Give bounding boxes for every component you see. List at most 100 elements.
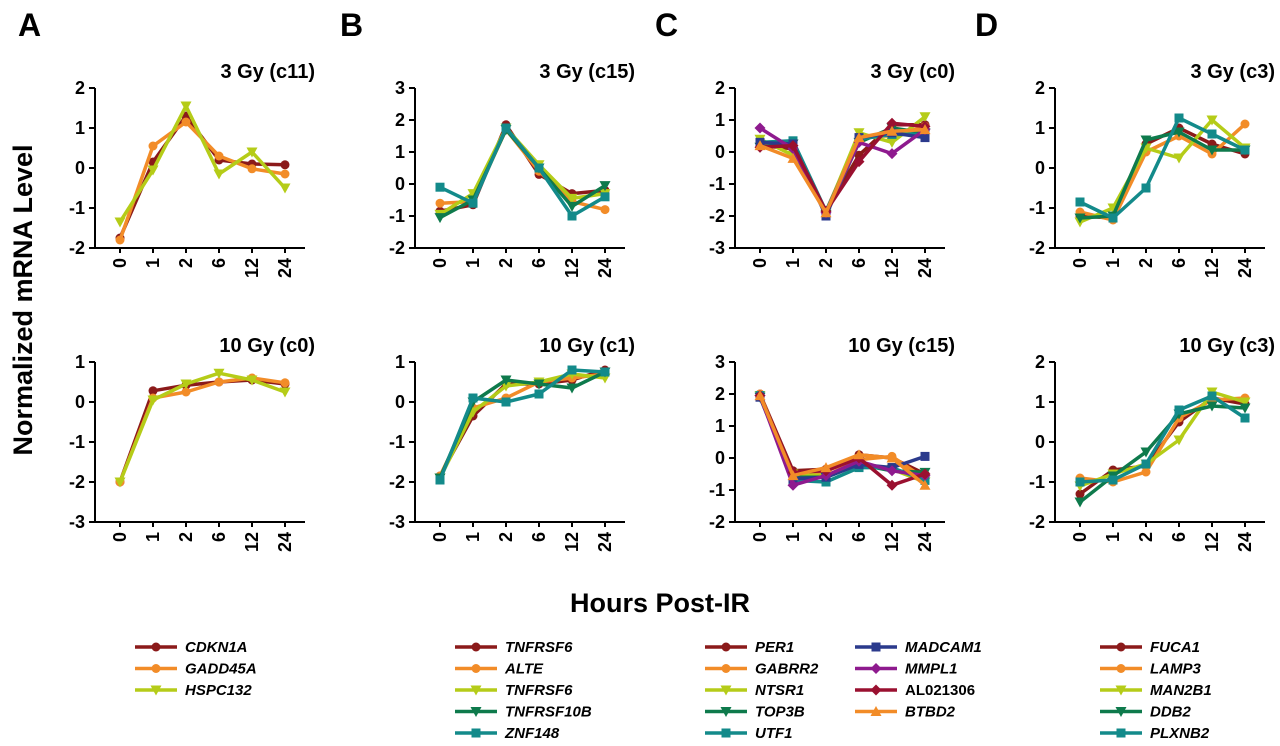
data-point <box>213 169 225 180</box>
legend-item: AL021306 <box>855 682 975 699</box>
x-tick-label: 24 <box>1235 258 1255 278</box>
panel-letter-d: D <box>975 7 998 43</box>
legend-marker <box>150 685 162 696</box>
legend-marker <box>871 642 881 652</box>
legend-c2: MADCAM1 MMPL1 AL021306 BTBD2 <box>855 639 982 721</box>
x-tick-label: 12 <box>242 532 262 552</box>
panel-letter-c: C <box>655 7 678 43</box>
legend-label: CDKN1A <box>185 639 248 656</box>
data-point <box>280 378 290 388</box>
y-tick-label: -1 <box>709 174 725 194</box>
chart-title: 3 Gy (c3) <box>1191 61 1275 83</box>
x-tick-label: 6 <box>1169 258 1189 268</box>
legend-label: TOP3B <box>755 704 805 721</box>
data-point <box>754 140 766 151</box>
legend-label: ZNF148 <box>504 725 560 742</box>
legend-marker <box>471 642 481 652</box>
x-tick-label: 2 <box>816 258 836 268</box>
y-tick-label: 2 <box>75 78 85 98</box>
x-tick-label: 1 <box>1103 258 1123 268</box>
data-point <box>501 123 511 133</box>
legend-c1: PER1 GABRR2 NTSR1 TOP3B UTF1 <box>705 639 819 742</box>
x-tick-label: 0 <box>110 258 130 268</box>
series-line <box>438 368 606 481</box>
data-point <box>1207 391 1217 401</box>
y-tick-label: -1 <box>389 206 405 226</box>
data-point <box>787 140 799 152</box>
series-line <box>758 394 927 487</box>
legend-item: TNFRSF10B <box>455 704 592 721</box>
chart-title: 10 Gy (c15) <box>848 335 955 357</box>
data-point <box>1075 489 1085 499</box>
y-tick-label: -3 <box>709 238 725 258</box>
x-tick-label: 6 <box>1169 532 1189 542</box>
data-point <box>434 213 446 224</box>
data-point <box>468 393 478 403</box>
data-point <box>567 365 577 375</box>
y-tick-label: 2 <box>715 384 725 404</box>
series-plxnb2 <box>1075 113 1250 223</box>
data-point <box>180 101 192 112</box>
legend-item: PLXNB2 <box>1100 725 1210 742</box>
y-tick-label: 2 <box>1035 78 1045 98</box>
legend-item: MAN2B1 <box>1100 682 1212 699</box>
data-point <box>1174 113 1184 123</box>
data-point <box>534 389 544 399</box>
data-point <box>181 117 191 127</box>
legend-marker <box>870 663 882 674</box>
data-point <box>853 449 865 460</box>
x-tick-label: 2 <box>816 532 836 542</box>
legend-item: DDB2 <box>1100 704 1191 721</box>
legend-marker <box>470 707 482 717</box>
legend-item: NTSR1 <box>705 682 804 699</box>
data-point <box>148 386 158 396</box>
legend-label: TNFRSF10B <box>505 704 592 721</box>
x-tick-label: 0 <box>1070 532 1090 542</box>
series-line <box>118 378 286 483</box>
data-point <box>1141 183 1151 193</box>
data-point <box>566 193 578 204</box>
y-tick-label: 0 <box>715 142 725 162</box>
chart-title: 3 Gy (c11) <box>220 61 315 83</box>
x-tick-label: 0 <box>750 258 770 268</box>
legend-item: UTF1 <box>705 725 793 742</box>
data-point <box>1173 435 1185 446</box>
legend-item: LAMP3 <box>1100 661 1201 678</box>
x-tick-label: 12 <box>562 532 582 552</box>
data-point <box>1075 477 1085 487</box>
legend-item: GABRR2 <box>705 661 819 678</box>
legend-item: TOP3B <box>705 704 805 721</box>
x-tick-label: 0 <box>110 532 130 542</box>
data-point <box>1239 397 1251 408</box>
y-tick-label: 1 <box>1035 118 1045 138</box>
legend-item: GADD45A <box>135 661 257 678</box>
series-hspc132 <box>114 101 291 228</box>
data-point <box>787 470 799 481</box>
data-point <box>566 201 578 212</box>
data-point <box>1140 447 1152 458</box>
x-tick-label: 1 <box>463 532 483 542</box>
data-point <box>247 164 257 174</box>
series-hspc132 <box>114 368 291 488</box>
legend-marker <box>870 706 882 716</box>
y-tick-label: -1 <box>1029 198 1045 218</box>
x-tick-label: 24 <box>595 532 615 552</box>
data-point <box>886 479 898 491</box>
chart-title: 10 Gy (c1) <box>539 335 635 357</box>
data-point <box>180 379 192 390</box>
y-tick-label: -2 <box>709 512 725 532</box>
x-tick-label: 2 <box>496 258 516 268</box>
panel-letter-b: B <box>340 7 363 43</box>
data-point <box>920 133 930 143</box>
legend-label: LAMP3 <box>1150 661 1201 678</box>
data-point <box>853 132 865 143</box>
y-tick-label: -2 <box>709 206 725 226</box>
data-point <box>500 375 512 386</box>
legend-marker <box>1115 707 1127 717</box>
series-plxnb2 <box>1075 391 1250 487</box>
x-tick-label: 1 <box>783 532 803 542</box>
legend-marker <box>720 707 732 717</box>
x-tick-label: 2 <box>176 532 196 542</box>
